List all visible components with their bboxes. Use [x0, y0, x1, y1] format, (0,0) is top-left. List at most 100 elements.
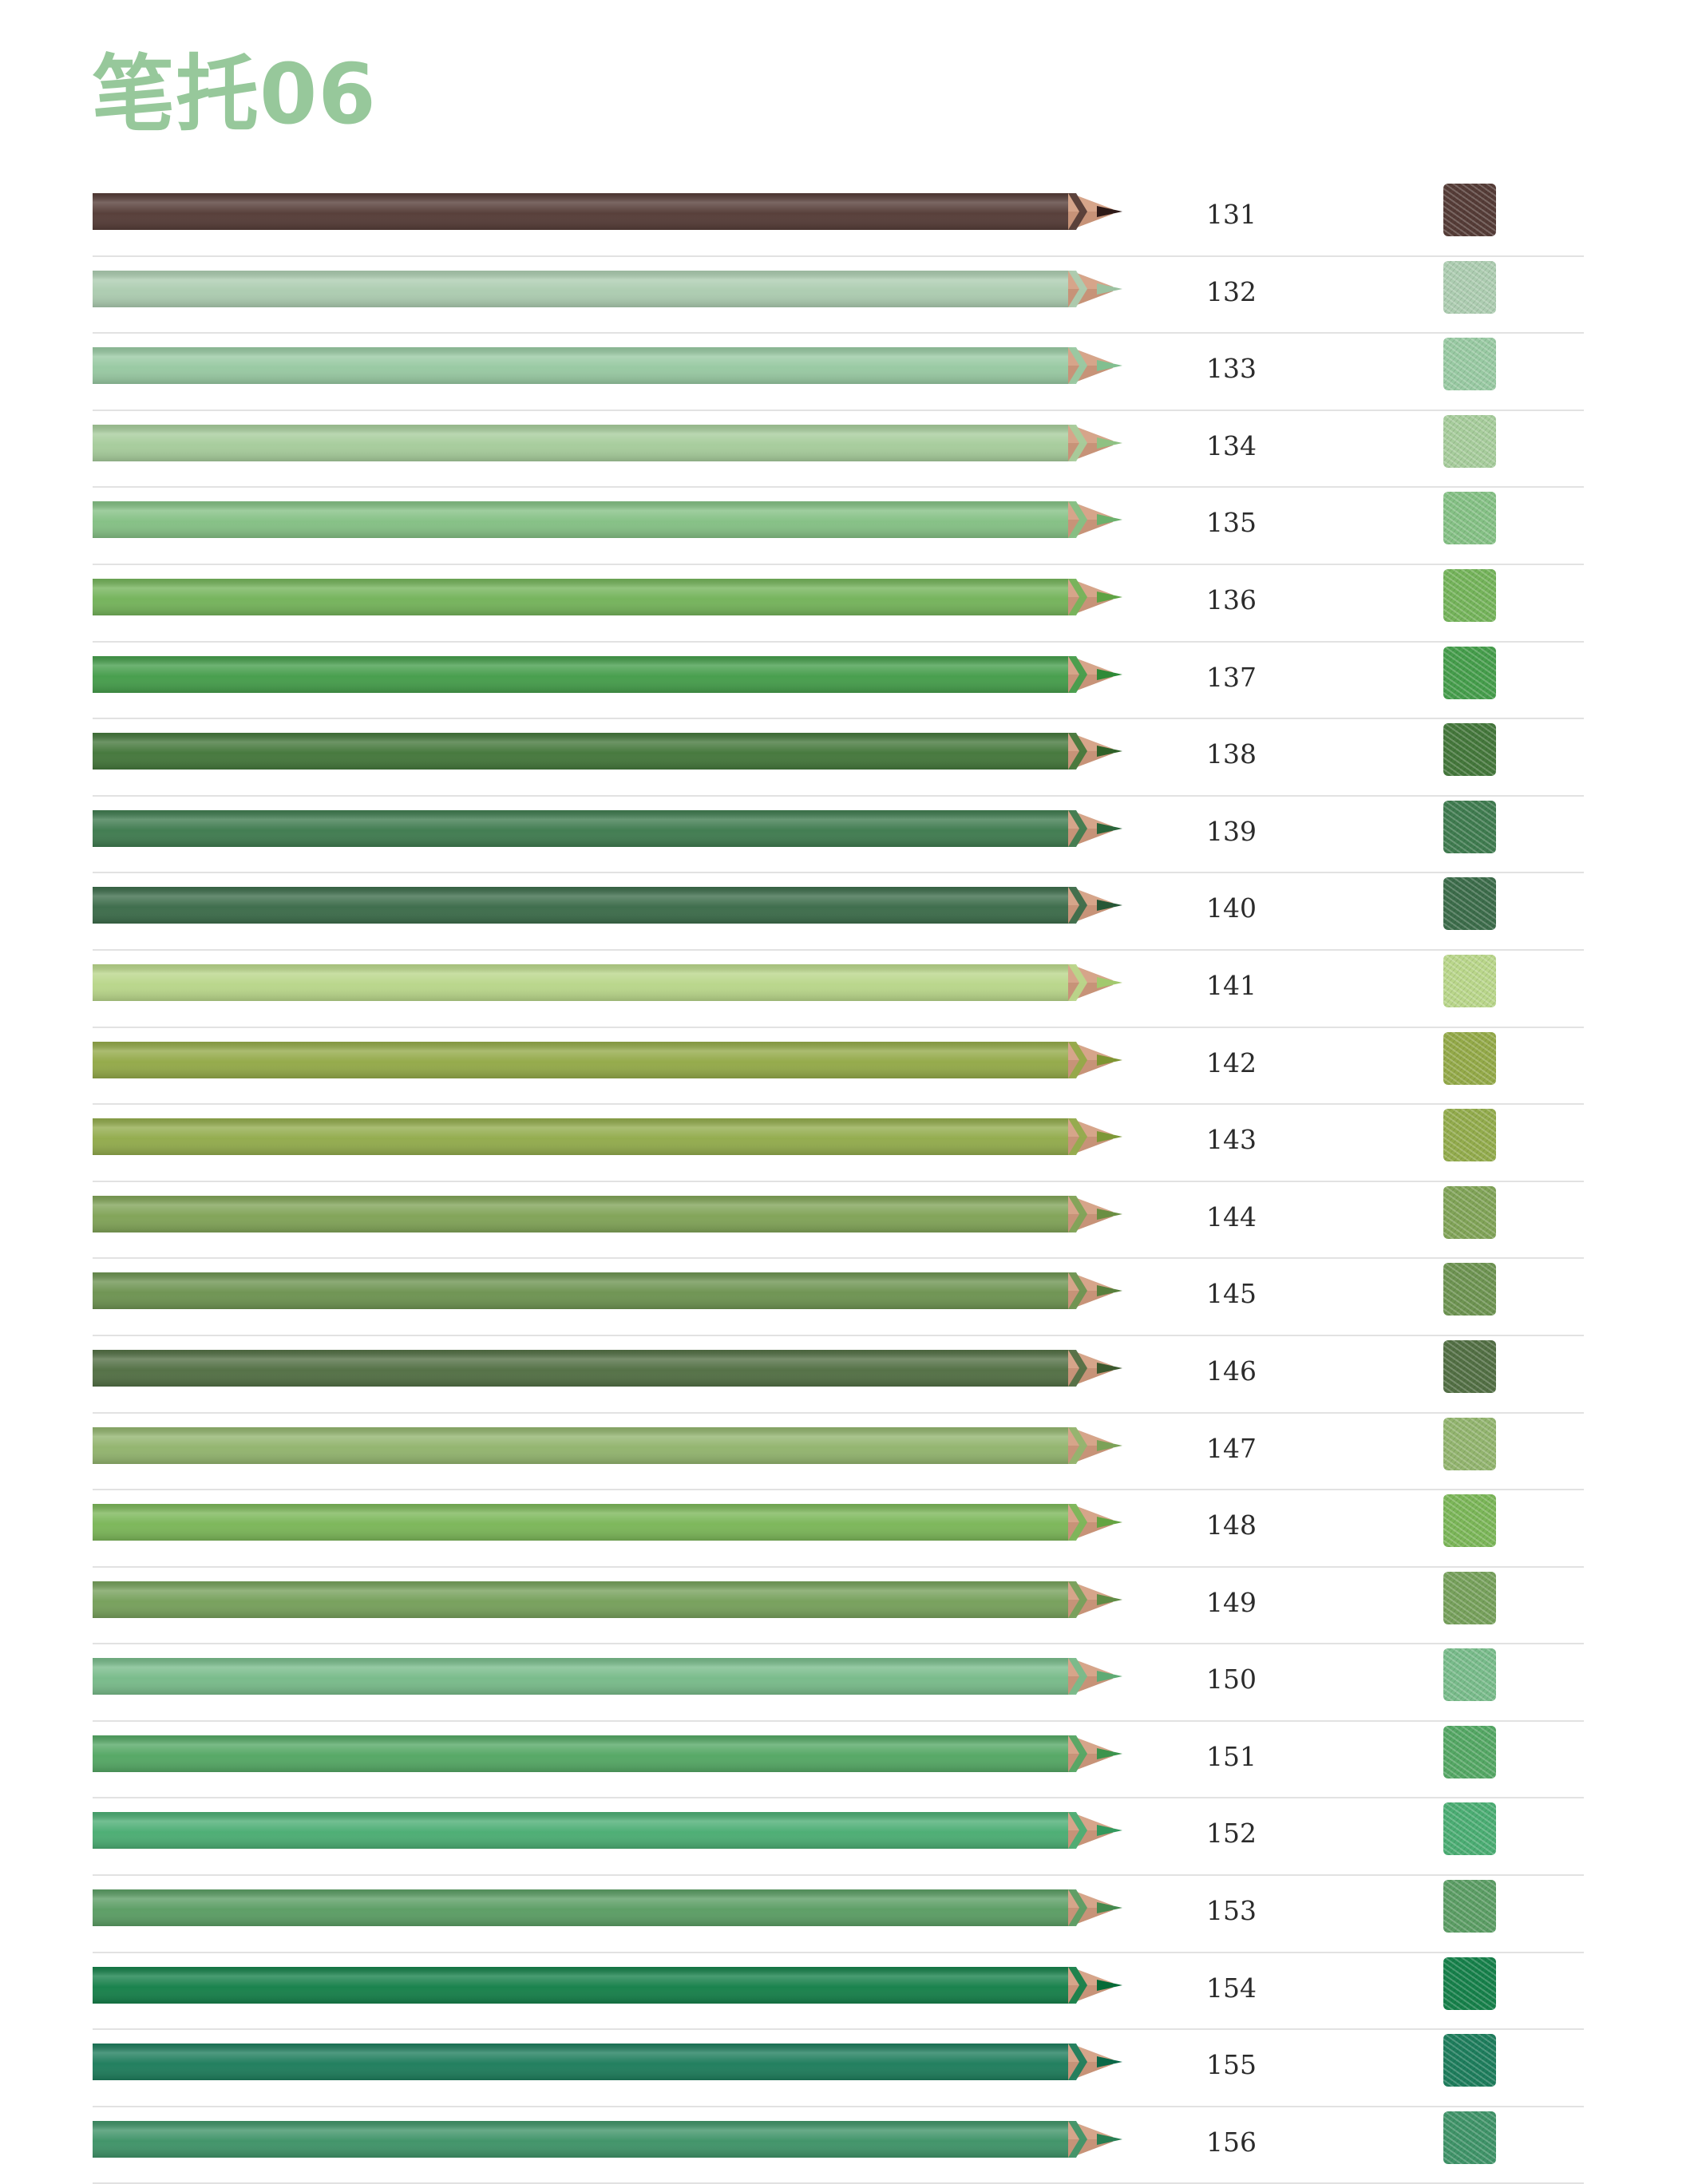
color-swatch [1443, 1031, 1496, 1085]
pencil-row: 134 [93, 411, 1584, 489]
pencil-icon [93, 347, 1122, 385]
pencil-number: 153 [1206, 1895, 1257, 1927]
pencil-icon [93, 655, 1122, 693]
pencil-icon [93, 1658, 1122, 1695]
pencil-icon [93, 1735, 1122, 1772]
pencil-row: 138 [93, 719, 1584, 797]
color-swatch [1443, 1109, 1496, 1162]
pencil-list: 131 132 [93, 180, 1584, 2184]
pencil-number: 132 [1206, 275, 1257, 307]
pencil-number: 147 [1206, 1432, 1257, 1464]
pencil-icon [93, 270, 1122, 307]
pencil-row: 143 [93, 1105, 1584, 1182]
pencil-icon [93, 1426, 1122, 1464]
page-title: 笔托06 [92, 46, 377, 143]
color-swatch [1443, 723, 1496, 777]
color-swatch [1443, 492, 1496, 545]
pencil-row: 141 [93, 951, 1584, 1028]
pencil-number: 140 [1206, 892, 1257, 924]
pencil-icon [93, 1041, 1122, 1078]
pencil-icon [93, 193, 1122, 230]
pencil-row: 139 [93, 797, 1584, 874]
pencil-icon [93, 1118, 1122, 1156]
color-swatch [1443, 877, 1496, 931]
pencil-icon [93, 424, 1122, 461]
pencil-row: 156 [93, 2107, 1584, 2184]
color-swatch [1443, 1263, 1496, 1316]
color-swatch [1443, 184, 1496, 236]
pencil-number: 141 [1206, 969, 1257, 1001]
color-swatch [1443, 1417, 1496, 1470]
pencil-number: 137 [1206, 661, 1257, 693]
pencil-number: 151 [1206, 1740, 1257, 1772]
pencil-icon [93, 1889, 1122, 1927]
color-swatch [1443, 1880, 1496, 1933]
pencil-row: 149 [93, 1568, 1584, 1645]
pencil-number: 156 [1206, 2126, 1257, 2158]
color-swatch [1443, 1725, 1496, 1778]
pencil-number: 136 [1206, 584, 1257, 615]
pencil-icon [93, 733, 1122, 770]
pencil-number: 144 [1206, 1201, 1257, 1232]
color-swatch [1443, 2111, 1496, 2164]
color-swatch [1443, 1802, 1496, 1856]
pencil-row: 142 [93, 1028, 1584, 1106]
pencil-number: 148 [1206, 1509, 1257, 1541]
pencil-icon [93, 1966, 1122, 2004]
pencil-row: 144 [93, 1182, 1584, 1260]
color-swatch [1443, 260, 1496, 314]
color-swatch [1443, 1185, 1496, 1239]
pencil-row: 148 [93, 1490, 1584, 1568]
pencil-number: 154 [1206, 1972, 1257, 2004]
pencil-number: 149 [1206, 1586, 1257, 1618]
pencil-row: 155 [93, 2030, 1584, 2107]
pencil-number: 150 [1206, 1664, 1257, 1695]
color-swatch [1443, 800, 1496, 853]
pencil-number: 138 [1206, 738, 1257, 770]
pencil-number: 143 [1206, 1124, 1257, 1156]
color-swatch [1443, 568, 1496, 622]
pencil-icon [93, 1272, 1122, 1310]
pencil-row: 132 [93, 257, 1584, 334]
pencil-number: 155 [1206, 2049, 1257, 2081]
color-swatch [1443, 1339, 1496, 1393]
pencil-icon [93, 1349, 1122, 1387]
pencil-row: 147 [93, 1414, 1584, 1491]
pencil-number: 152 [1206, 1818, 1257, 1850]
pencil-row: 152 [93, 1798, 1584, 1877]
pencil-row: 153 [93, 1876, 1584, 1953]
pencil-icon [93, 887, 1122, 924]
pencil-icon [93, 1504, 1122, 1541]
color-swatch [1443, 414, 1496, 468]
pencil-row: 154 [93, 1953, 1584, 2031]
pencil-icon [93, 1812, 1122, 1850]
pencil-icon [93, 1195, 1122, 1232]
color-swatch [1443, 1648, 1496, 1702]
pencil-icon [93, 2120, 1122, 2158]
color-swatch [1443, 2034, 1496, 2087]
color-swatch [1443, 1494, 1496, 1548]
color-swatch [1443, 954, 1496, 1007]
pencil-number: 139 [1206, 815, 1257, 847]
pencil-number: 131 [1206, 199, 1257, 230]
color-swatch [1443, 338, 1496, 391]
pencil-icon [93, 1581, 1122, 1618]
pencil-row: 135 [93, 488, 1584, 565]
color-swatch [1443, 1571, 1496, 1624]
pencil-icon [93, 501, 1122, 539]
color-swatch [1443, 646, 1496, 699]
pencil-number: 135 [1206, 507, 1257, 539]
pencil-number: 133 [1206, 353, 1257, 385]
pencil-row: 131 [93, 180, 1584, 257]
pencil-row: 146 [93, 1336, 1584, 1414]
pencil-row: 145 [93, 1259, 1584, 1336]
pencil-row: 150 [93, 1644, 1584, 1722]
color-swatch [1443, 1956, 1496, 2010]
pencil-row: 151 [93, 1722, 1584, 1799]
pencil-row: 137 [93, 643, 1584, 720]
pencil-number: 142 [1206, 1046, 1257, 1078]
pencil-icon [93, 578, 1122, 615]
pencil-row: 140 [93, 873, 1584, 951]
pencil-number: 145 [1206, 1278, 1257, 1310]
pencil-icon [93, 2044, 1122, 2081]
